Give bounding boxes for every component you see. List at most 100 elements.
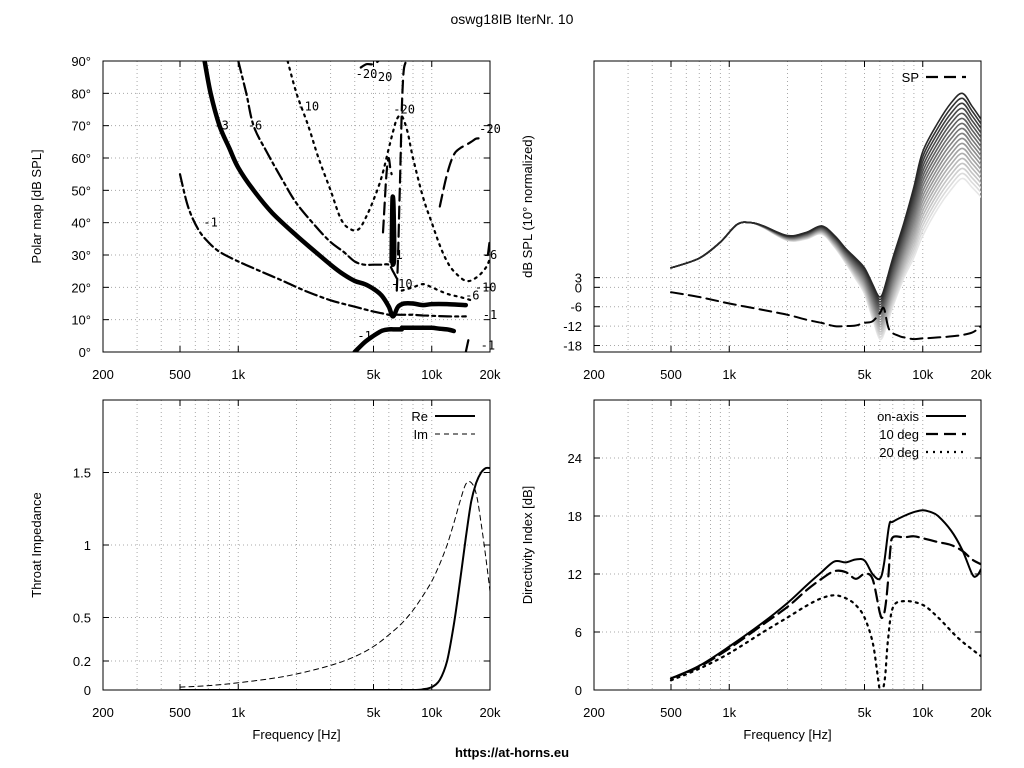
y-tick-label: 70° [71,119,91,134]
y-tick-label: -6 [570,300,582,315]
footer-url: https://at-horns.eu [455,745,569,760]
legend-label: Re [411,409,428,424]
legend-label: Im [414,427,428,442]
contour-label: -6 [248,119,262,133]
contour-label: -20 [479,122,501,136]
plot-area [669,509,981,690]
y-axis-label: Throat Impedance [29,492,44,598]
ticks: 200 500 1k 5k 10k 20k 0° 10° 20° 30° 40° 50° 60° 70° 8… [71,54,501,382]
contour-label: -10 [391,277,413,291]
y-tick-label: 40° [71,216,91,231]
x-tick-label: 200 [583,705,605,720]
grid [594,61,981,352]
plot-area [178,61,490,352]
contour-label: -10 [297,99,319,113]
x-tick-label: 1k [231,367,245,382]
y-tick-label: 0° [79,345,91,360]
x-tick-label: 10k [421,705,442,720]
y-tick-label: 12 [568,567,582,582]
y-tick-label: 50° [71,183,91,198]
x-tick-label: 200 [92,705,114,720]
series-contour-11 [486,237,490,257]
x-tick-label: 1k [722,705,736,720]
series-contour-6 [286,61,490,283]
x-tick-label: 5k [858,367,872,382]
plot-frame [593,399,982,691]
x-tick-label: 10k [912,367,933,382]
contour-labels: -20-20-10 -20-20-3 -6-1-1-10 -10-6-6-1-1-1 [203,67,500,353]
series-contour-12 [464,338,470,352]
y-tick-label: 0.2 [73,654,91,669]
contour-label: -20 [356,67,378,81]
y-tick-label: 90° [71,54,91,69]
contour-label: -1 [483,308,497,322]
x-tick-label: 5k [367,705,381,720]
series-contour-8 [381,156,393,234]
series-contour-4 [237,61,400,282]
contour-label: -20 [371,70,393,84]
legend: on-axis 10 deg 20 deg [877,409,966,460]
fan-curve [670,132,981,318]
series-contour-3 [399,325,457,334]
y-tick-label: 3 [575,271,582,286]
y-tick-label: 18 [568,509,582,524]
contour-label: -1 [388,248,402,262]
plot-frame [102,60,491,353]
fan-curve [670,122,981,313]
contour-label: -20 [393,103,415,117]
contour-label: -1 [481,339,495,353]
legend-label: SP [902,70,919,85]
fan-curve [670,127,981,316]
y-tick-label: -12 [563,319,582,334]
chart-polar: 200 500 1k 5k 10k 20k 0° 10° 20° 30° 40° 50° 60° 70° 8… [29,54,501,382]
series-contour-9 [395,61,410,292]
x-tick-label: 500 [660,367,682,382]
contour-label: -6 [483,248,497,262]
x-axis-label: Frequency [Hz] [252,727,340,742]
y-tick-label: 0.5 [73,611,91,626]
chart-impedance: 200 500 1k 5k 10k 20k 0 0.2 0.5 1 1.5 Throat Impeda… [29,399,501,742]
grid [103,61,490,352]
x-tick-label: 20k [971,367,992,382]
sp-curve [670,291,981,341]
plot-frame [593,60,982,353]
grid [594,400,981,690]
series-contour-5 [178,173,467,318]
plot-area [670,92,981,341]
figure-title: oswg18IB IterNr. 10 [451,11,574,27]
series-contour-10 [438,137,483,208]
ticks: 200 500 1k 5k 10k 20k -18 -12 -6 03 [563,61,992,382]
x-tick-label: 500 [169,367,191,382]
y-tick-label: 1 [84,538,91,553]
y-axis-label: Polar map [dB SPL] [29,149,44,263]
x-axis-label: Frequency [Hz] [743,727,831,742]
contour-label: -6 [465,288,479,302]
contour-label: -1 [203,216,217,230]
grid [103,400,490,690]
y-tick-label: 30° [71,248,91,263]
y-axis-label: Directivity Index [dB] [520,486,535,605]
x-tick-label: 1k [231,705,245,720]
x-tick-label: 20k [971,705,992,720]
y-tick-label: 24 [568,451,582,466]
series-contour-1 [389,194,397,267]
series-20-deg [669,594,981,690]
legend: SP [902,70,966,85]
x-tick-label: 200 [583,367,605,382]
legend: Re Im [411,409,475,442]
y-axis-label: dB SPL (10° normalized) [520,135,535,278]
y-tick-label: 10° [71,313,91,328]
x-tick-label: 10k [912,705,933,720]
series-10-deg [669,535,981,680]
x-tick-label: 200 [92,367,114,382]
chart-di: 200 500 1k 5k 10k 20k 0 6 12 18 24 Directivity Inde… [520,399,992,742]
x-tick-label: 5k [367,367,381,382]
series-contour-2 [352,327,405,352]
x-tick-label: 1k [722,367,736,382]
y-tick-label: 0 [575,280,582,295]
series-on-axis [670,509,981,680]
x-tick-label: 20k [480,705,501,720]
x-tick-label: 20k [480,367,501,382]
legend-label: 20 deg [879,445,919,460]
series-im [179,481,490,688]
